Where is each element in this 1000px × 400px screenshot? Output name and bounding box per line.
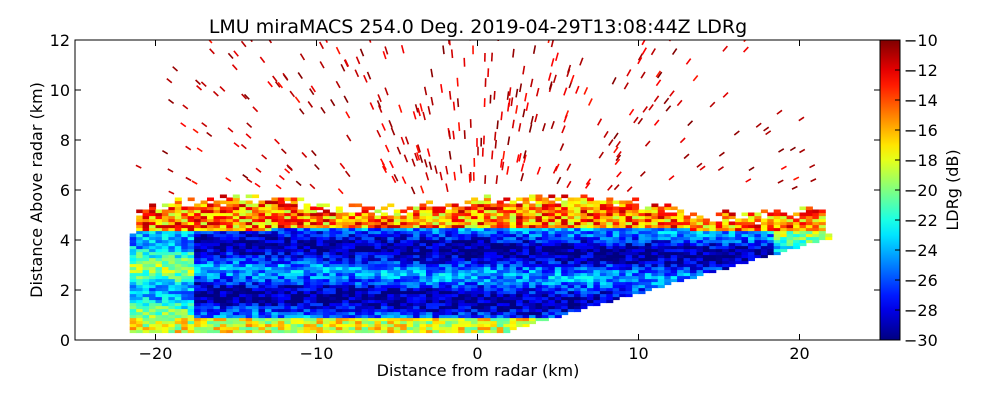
x-tick-label: 20 [789, 344, 809, 363]
y-tick-label: 2 [60, 281, 70, 300]
y-tick-label: 10 [50, 81, 70, 100]
colorbar-label: LDRg (dB) [943, 149, 962, 230]
y-tick-label: 6 [60, 181, 70, 200]
colorbar: −30 −28 −26 −24 −22 −20 −18 −16 −14 −12 −10 [879, 31, 938, 350]
colorbar-tick-label: −20 [904, 181, 938, 200]
y-tick-label: 8 [60, 131, 70, 150]
colorbar-tick-label: −24 [904, 241, 938, 260]
x-tick-label: 0 [472, 344, 482, 363]
colorbar-tick-label: −16 [904, 121, 938, 140]
colorbar-tick-label: −28 [904, 301, 938, 320]
x-tick-label: −10 [300, 344, 334, 363]
y-axis: 0 2 4 6 8 10 12 [50, 31, 880, 350]
colorbar-tick-label: −12 [904, 61, 938, 80]
y-tick-label: 0 [60, 331, 70, 350]
x-axis: −20 −10 0 10 20 [139, 40, 810, 363]
ldr-field [129, 40, 833, 334]
colorbar-tick-label: −18 [904, 151, 938, 170]
chart-title: LMU miraMACS 254.0 Deg. 2019-04-29T13:08… [209, 16, 747, 38]
colorbar-tick-label: −10 [904, 31, 938, 50]
plot-area [74, 39, 881, 341]
y-tick-label: 12 [50, 31, 70, 50]
colorbar-tick-label: −26 [904, 271, 938, 290]
x-axis-label: Distance from radar (km) [377, 361, 580, 380]
colorbar-tick-label: −30 [904, 331, 938, 350]
y-axis-label: Distance Above radar (km) [27, 82, 46, 298]
x-tick-label: 10 [628, 344, 648, 363]
colorbar-tick-label: −22 [904, 211, 938, 230]
y-tick-label: 4 [60, 231, 70, 250]
colorbar-tick-label: −14 [904, 91, 938, 110]
x-tick-label: −20 [139, 344, 173, 363]
